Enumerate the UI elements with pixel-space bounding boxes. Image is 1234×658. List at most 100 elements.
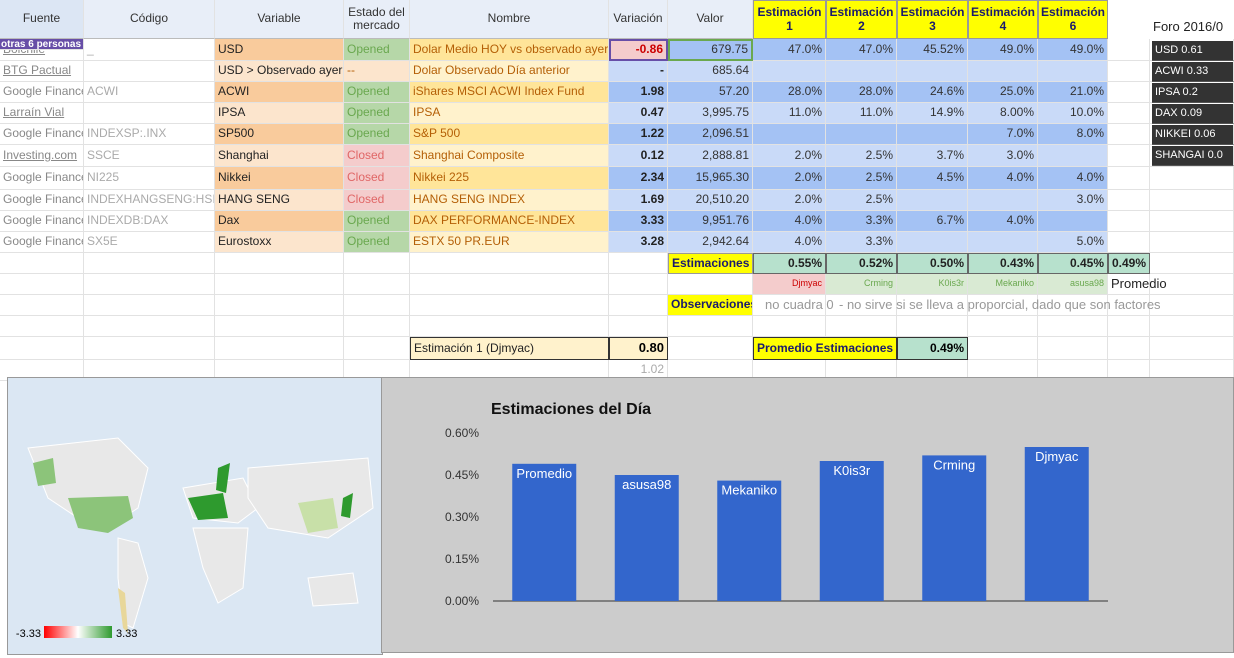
grid-cell	[84, 253, 215, 274]
table-cell: 3.28	[609, 232, 668, 253]
grid-cell	[1108, 316, 1150, 337]
table-cell: ESTX 50 PR.EUR	[410, 232, 609, 253]
grid-cell	[1150, 211, 1234, 232]
table-cell: 3.3%	[826, 232, 897, 253]
bar	[512, 463, 577, 601]
table-cell: 4.0%	[968, 167, 1038, 190]
table-cell: 28.0%	[753, 82, 826, 103]
grid-cell	[968, 337, 1038, 360]
table-cell: Closed	[344, 145, 410, 167]
column-header: Valor	[668, 0, 753, 39]
grid-cell	[1150, 167, 1234, 190]
table-cell: IPSA	[410, 103, 609, 124]
grid-cell	[215, 316, 344, 337]
table-cell: Opened	[344, 103, 410, 124]
side-item: DAX 0.09	[1152, 104, 1234, 124]
grid-cell	[0, 295, 84, 316]
grid-cell	[668, 337, 753, 360]
user-tag: otras 6 personas	[0, 39, 84, 50]
table-cell: Dolar Observado Día anterior	[410, 61, 609, 82]
grid-cell	[215, 253, 344, 274]
geo-map: -3.33 3.33	[7, 377, 383, 655]
grid-cell	[668, 316, 753, 337]
table-cell: 2.0%	[753, 167, 826, 190]
grid-cell	[410, 274, 609, 295]
summary-value: 0.45%	[1038, 253, 1108, 274]
column-header: Estimación 2	[826, 0, 897, 39]
table-cell: 7.0%	[968, 124, 1038, 145]
y-tick-label: 0.00%	[445, 594, 479, 608]
table-cell	[753, 61, 826, 82]
grid-cell	[609, 295, 668, 316]
table-cell: 4.0%	[753, 211, 826, 232]
table-cell	[968, 61, 1038, 82]
grid-cell	[84, 274, 215, 295]
grid-cell	[753, 316, 826, 337]
table-cell: 5.0%	[1038, 232, 1108, 253]
table-cell: Opened	[344, 211, 410, 232]
table-cell	[84, 61, 215, 82]
table-cell: Google Finance	[0, 124, 84, 145]
grid-cell	[609, 316, 668, 337]
grid-cell	[609, 274, 668, 295]
table-cell: 6.7%	[897, 211, 968, 232]
table-cell: -	[609, 61, 668, 82]
grid-cell	[0, 337, 84, 360]
table-cell: Eurostoxx	[215, 232, 344, 253]
grid-cell	[1108, 145, 1150, 167]
estimator-name: Crming	[826, 274, 897, 295]
table-cell: 4.0%	[968, 211, 1038, 232]
grid-cell	[215, 295, 344, 316]
table-cell: DAX PERFORMANCE-INDEX	[410, 211, 609, 232]
grid-cell	[1150, 190, 1234, 211]
side-item: IPSA 0.2	[1152, 83, 1234, 103]
grid-cell	[215, 274, 344, 295]
bar	[717, 480, 782, 601]
grid-cell	[344, 295, 410, 316]
grid-cell	[0, 274, 84, 295]
table-cell: SX5E	[84, 232, 215, 253]
y-tick-label: 0.15%	[445, 552, 479, 566]
estimator-name: asusa98	[1038, 274, 1108, 295]
table-cell: 0.12	[609, 145, 668, 167]
map-legend-label: -3.33	[16, 628, 41, 640]
table-cell: _	[84, 39, 215, 61]
table-cell: 47.0%	[826, 39, 897, 61]
table-cell: IPSA	[215, 103, 344, 124]
table-cell: 57.20	[668, 82, 753, 103]
grid-cell	[1150, 232, 1234, 253]
bar-label: Crming	[933, 457, 975, 472]
estimacion-value: 0.80	[609, 337, 668, 360]
grid-cell	[1038, 337, 1108, 360]
grid-cell	[84, 316, 215, 337]
table-cell: 2.5%	[826, 190, 897, 211]
grid-cell	[968, 316, 1038, 337]
column-header: Nombre	[410, 0, 609, 39]
table-cell: USD	[215, 39, 344, 61]
table-cell: 4.0%	[1038, 167, 1108, 190]
table-cell: 1.98	[609, 82, 668, 103]
grid-cell	[344, 316, 410, 337]
promedio-value: 0.49%	[897, 337, 968, 360]
table-cell: 2.34	[609, 167, 668, 190]
bar-label: asusa98	[622, 477, 671, 492]
table-cell: 9,951.76	[668, 211, 753, 232]
grid-cell	[1108, 211, 1150, 232]
table-cell: SSCE	[84, 145, 215, 167]
table-cell: 49.0%	[1038, 39, 1108, 61]
table-cell: Opened	[344, 232, 410, 253]
grid-cell	[897, 316, 968, 337]
table-cell: Closed	[344, 190, 410, 211]
map-legend-label: 3.33	[116, 628, 137, 640]
table-cell: NI225	[84, 167, 215, 190]
grid-cell	[609, 253, 668, 274]
table-cell: 2,888.81	[668, 145, 753, 167]
table-cell: 11.0%	[753, 103, 826, 124]
grid-cell	[410, 295, 609, 316]
table-cell	[1038, 145, 1108, 167]
grid-cell	[84, 337, 215, 360]
table-cell: Shanghai	[215, 145, 344, 167]
table-cell: 4.0%	[753, 232, 826, 253]
table-cell: ACWI	[84, 82, 215, 103]
